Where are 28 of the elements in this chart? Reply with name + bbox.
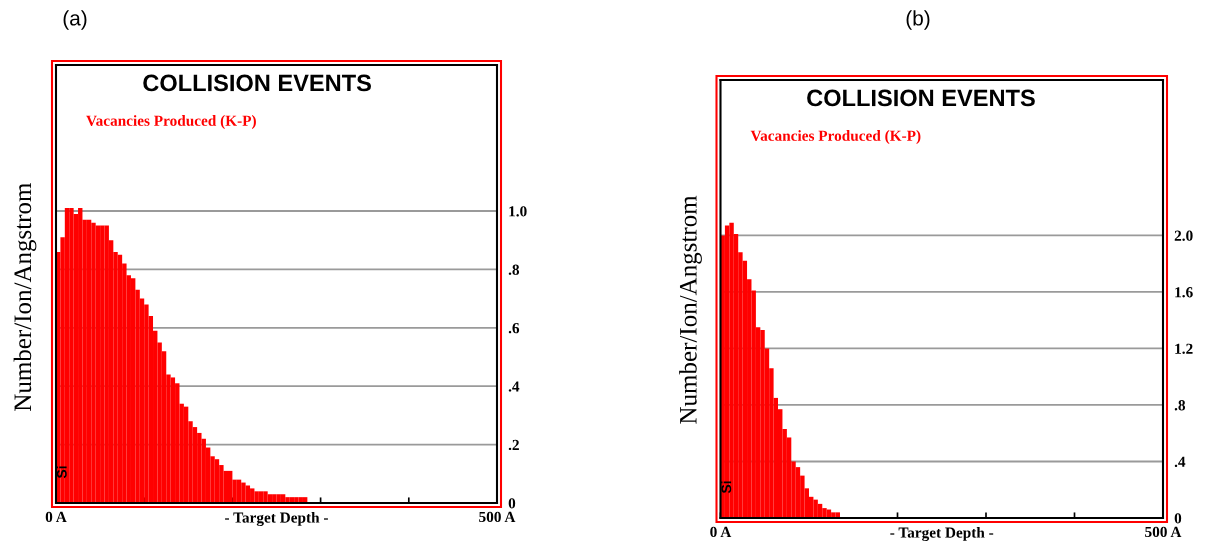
x-tick-label: 0 A <box>45 511 67 523</box>
y-tick-label: .6 <box>508 322 520 334</box>
x-tick-label: 0 A <box>710 526 732 538</box>
chart-title: COLLISION EVENTS <box>143 74 371 92</box>
x-tick-label: 500 A <box>479 511 516 523</box>
y-tick-label: 2.0 <box>1174 230 1193 241</box>
y-tick-label: 0 <box>1174 513 1182 524</box>
y-tick-label: 1.2 <box>1175 343 1193 354</box>
text: (a) <box>63 10 87 30</box>
y-tick-label: .4 <box>1174 456 1186 467</box>
annotation: Si <box>56 466 67 479</box>
text: Vacancies Produced (K-P) <box>750 130 921 144</box>
y-tick-label: 0 <box>508 498 516 509</box>
y-tick-label: .8 <box>508 264 520 275</box>
x-axis-title: - Target Depth - <box>890 527 994 541</box>
text: (b) <box>906 10 930 30</box>
y-tick-label: .2 <box>508 439 519 451</box>
x-axis-title: - Target Depth - <box>225 512 328 526</box>
text: Vacancies Produced (K-P) <box>86 115 256 129</box>
x-tick-label: 500 A <box>1145 526 1182 538</box>
y-tick-label: 1.6 <box>1175 287 1193 298</box>
y-axis-title: Number/Ion/Angstrom <box>679 195 702 424</box>
y-tick-label: .8 <box>1174 400 1186 411</box>
chart-title: COLLISION EVENTS <box>807 89 1035 107</box>
y-tick-label: .4 <box>508 381 520 392</box>
annotation: Si <box>721 481 732 494</box>
y-tick-label: 1.0 <box>509 206 527 217</box>
y-axis-title: Number/Ion/Angstrom <box>13 182 37 411</box>
